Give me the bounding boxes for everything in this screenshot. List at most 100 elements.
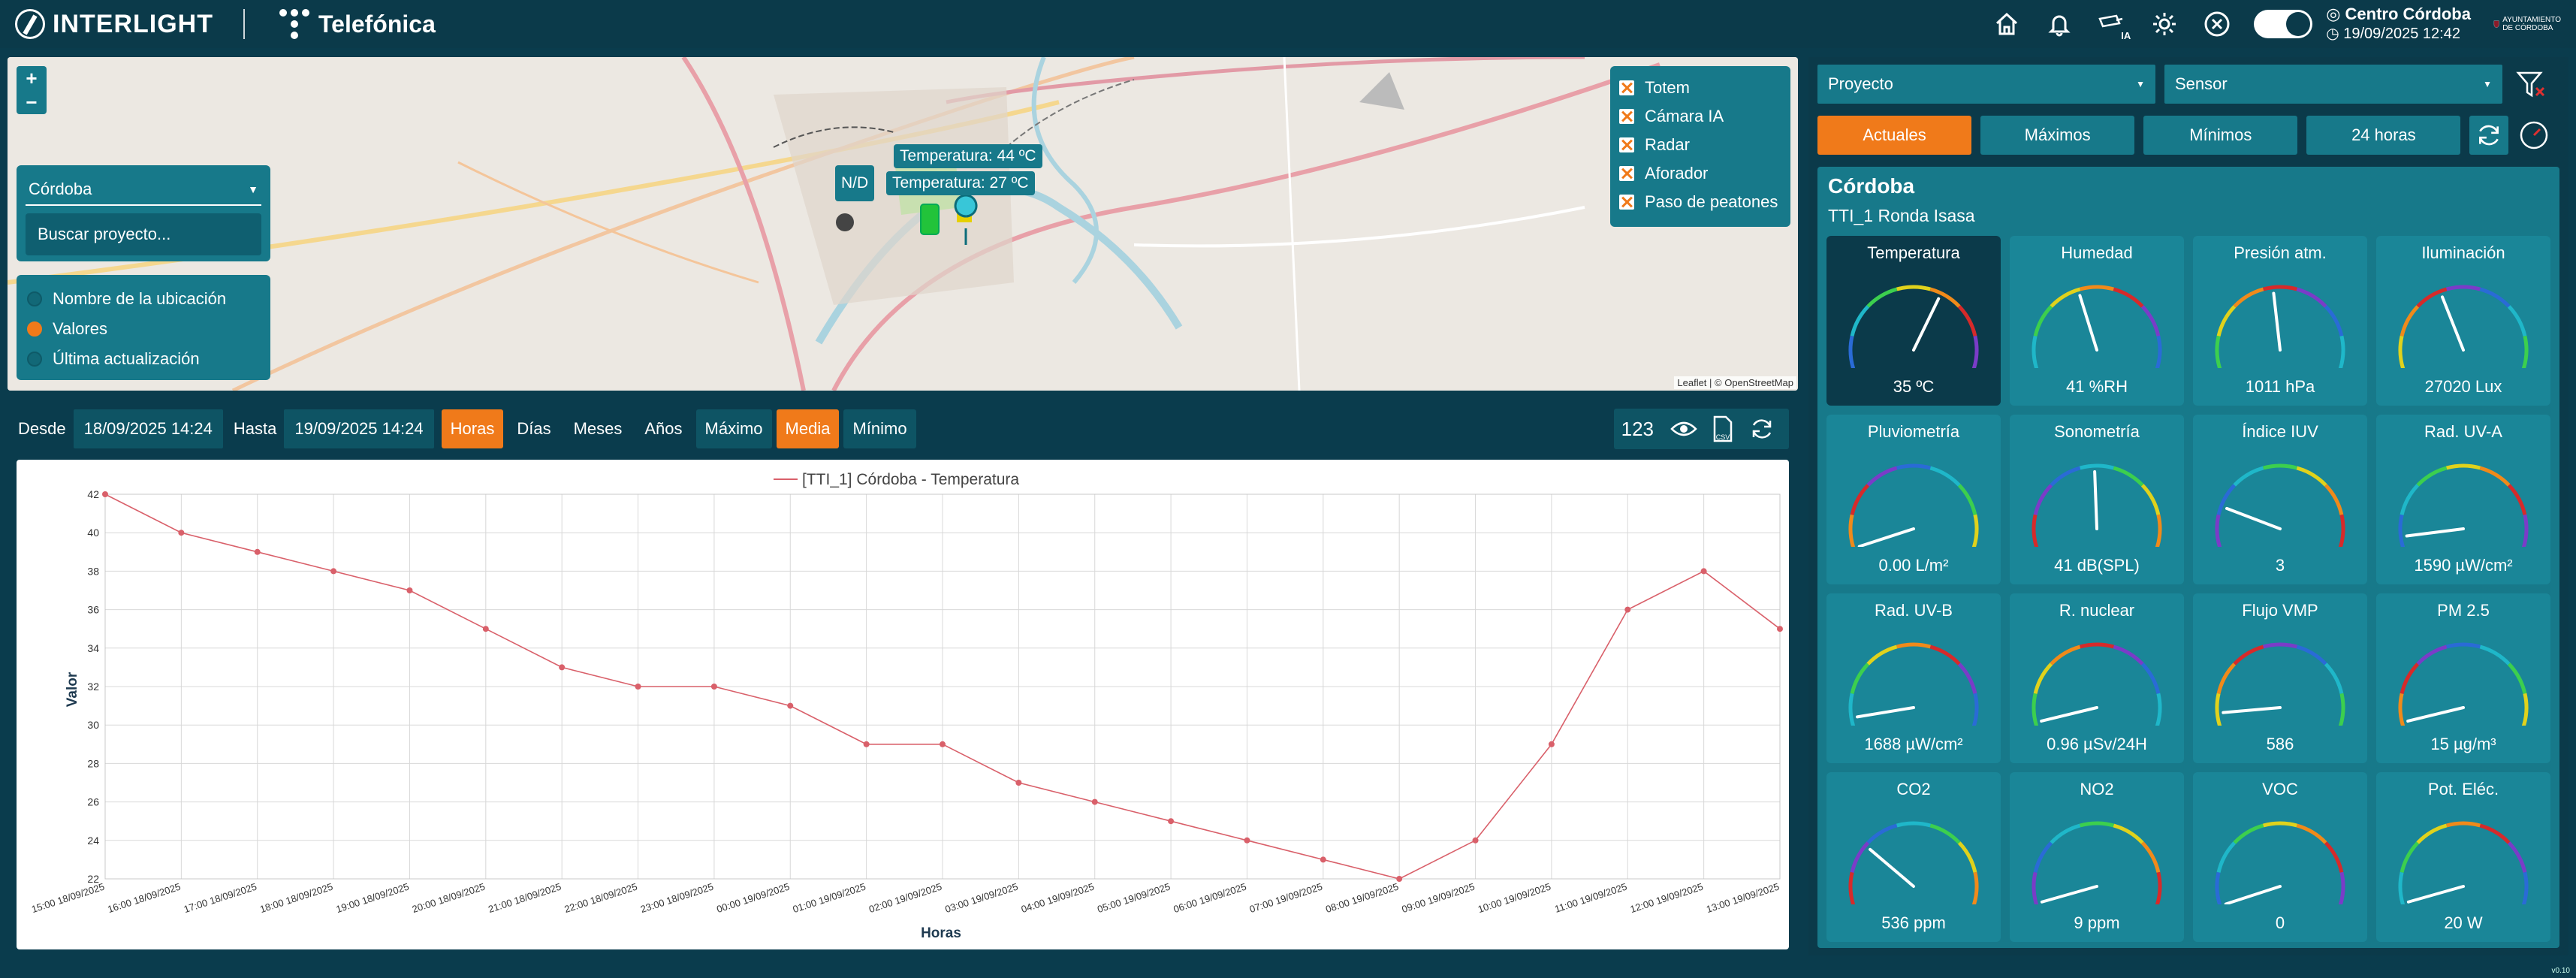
gauge-card[interactable]: Pot. Eléc. 20 W xyxy=(2376,772,2550,942)
data-point[interactable] xyxy=(1015,780,1022,786)
gauge-card[interactable]: Rad. UV-A 1590 µW/cm² xyxy=(2376,415,2550,584)
refresh-icon[interactable] xyxy=(1748,415,1775,442)
gauge-card[interactable]: Sonometría 41 dB(SPL) xyxy=(2010,415,2184,584)
gauge-card[interactable]: Humedad 41 %RH xyxy=(2010,236,2184,406)
label-option-values[interactable]: Valores xyxy=(27,314,260,344)
gauge-card[interactable]: R. nuclear 0.96 µSv/24H xyxy=(2010,593,2184,763)
project-select[interactable]: Proyecto ▼ xyxy=(1817,65,2155,104)
gauge-card[interactable]: Temperatura 35 ºC xyxy=(1826,236,2001,406)
ia-badge: IA xyxy=(2121,30,2131,41)
settings-gear-icon[interactable] xyxy=(2149,8,2180,40)
data-point[interactable] xyxy=(330,568,337,575)
label-option-last-update[interactable]: Última actualización xyxy=(27,344,260,374)
gauge-card[interactable]: Presión atm. 1011 hPa xyxy=(2193,236,2367,406)
agg-mean-button[interactable]: Media xyxy=(776,409,840,448)
tab-24-horas[interactable]: 24 horas xyxy=(2306,116,2461,155)
home-icon[interactable] xyxy=(1991,8,2022,40)
data-point[interactable] xyxy=(940,741,946,747)
period-months-button[interactable]: Meses xyxy=(565,409,632,448)
data-point[interactable] xyxy=(254,548,261,555)
chart-legend[interactable]: [TTI_1] Córdoba - Temperatura xyxy=(802,471,1019,488)
csv-download-icon[interactable]: CSV xyxy=(1709,415,1736,442)
gauge-needle xyxy=(2406,706,2465,723)
agg-max-button[interactable]: Máximo xyxy=(695,409,772,448)
map-popup-nd[interactable]: N/D xyxy=(835,165,875,201)
agg-min-button[interactable]: Mínimo xyxy=(843,409,916,448)
data-point[interactable] xyxy=(1777,626,1783,632)
y-tick-label: 36 xyxy=(87,604,99,616)
gauge-card[interactable]: Pluviometría 0.00 L/m² xyxy=(1826,415,2001,584)
gauge-card[interactable]: VOC 0 xyxy=(2193,772,2367,942)
gauge-card[interactable]: CO2 536 ppm xyxy=(1826,772,2001,942)
data-point[interactable] xyxy=(1091,798,1098,805)
location-select[interactable]: Córdoba ▼ xyxy=(26,174,261,206)
gauge-title: R. nuclear xyxy=(2059,601,2135,620)
data-point[interactable] xyxy=(406,587,413,593)
layer-camara-ia[interactable]: Cámara IA xyxy=(1619,102,1781,131)
gauge-card[interactable]: NO2 9 ppm xyxy=(2010,772,2184,942)
clear-filter-icon[interactable] xyxy=(2511,65,2550,104)
gauge-grid: Temperatura 35 ºC Humedad 41 %RH Presión atm… xyxy=(1826,236,2550,942)
data-point[interactable] xyxy=(1396,876,1403,882)
gauge-title: Pluviometría xyxy=(1867,422,1960,441)
period-years-button[interactable]: Años xyxy=(635,409,691,448)
gauge-card[interactable]: Rad. UV-B 1688 µW/cm² xyxy=(1826,593,2001,763)
zoom-in-button[interactable]: + xyxy=(26,66,38,89)
notifications-bell-icon[interactable] xyxy=(2044,8,2075,40)
data-point[interactable] xyxy=(102,491,108,497)
map-attribution[interactable]: Leaflet | © OpenStreetMap xyxy=(1674,376,1796,389)
data-point[interactable] xyxy=(178,530,185,536)
data-point[interactable] xyxy=(1320,856,1326,863)
map-popup-temp-2[interactable]: Temperatura: 27 ºC xyxy=(886,171,1035,195)
data-point[interactable] xyxy=(1472,837,1479,844)
speedometer-icon[interactable] xyxy=(2514,116,2553,155)
map-popup-temp-1[interactable]: Temperatura: 44 ºC xyxy=(894,144,1042,168)
data-point[interactable] xyxy=(1548,741,1555,747)
view-eye-icon[interactable] xyxy=(1670,415,1697,442)
ai-camera-icon[interactable]: IA xyxy=(2096,8,2131,41)
data-point[interactable] xyxy=(1168,818,1175,825)
layer-paso-peatones[interactable]: Paso de peatones xyxy=(1619,188,1781,216)
gauge-title: CO2 xyxy=(1896,780,1931,798)
gauge-card[interactable]: Índice IUV 3 xyxy=(2193,415,2367,584)
layer-radar[interactable]: Radar xyxy=(1619,131,1781,159)
period-hours-button[interactable]: Horas xyxy=(441,409,504,448)
gauge-card[interactable]: Iluminación 27020 Lux xyxy=(2376,236,2550,406)
project-search-input[interactable]: Buscar proyecto... xyxy=(26,213,261,255)
close-circle-icon[interactable] xyxy=(2201,8,2233,40)
tab-maximos[interactable]: Máximos xyxy=(1980,116,2135,155)
data-point[interactable] xyxy=(1700,568,1707,575)
data-point[interactable] xyxy=(1244,837,1250,844)
data-point[interactable] xyxy=(482,626,489,632)
data-point[interactable] xyxy=(787,702,794,709)
tab-minimos[interactable]: Mínimos xyxy=(2143,116,2298,155)
to-date-input[interactable]: 19/09/2025 14:24 xyxy=(284,409,434,448)
button-label: Días xyxy=(517,419,551,438)
layer-totem[interactable]: Totem xyxy=(1619,74,1781,102)
tab-actuales[interactable]: Actuales xyxy=(1817,116,1972,155)
data-point[interactable] xyxy=(1624,606,1631,613)
city-crest-icon xyxy=(2493,20,2499,29)
layer-aforador[interactable]: Aforador xyxy=(1619,159,1781,188)
refresh-icon[interactable] xyxy=(2469,116,2509,155)
button-label: Máximo xyxy=(704,419,763,438)
gauge-dial-icon xyxy=(1848,463,1979,547)
gauge-card[interactable]: Flujo VMP 586 xyxy=(2193,593,2367,763)
gauge-value: 3 xyxy=(2275,556,2285,575)
gauge-card[interactable]: PM 2.5 15 µg/m³ xyxy=(2376,593,2550,763)
map[interactable]: + − N/D Temperatura: 44 ºC Temperatura: … xyxy=(8,57,1798,391)
data-point[interactable] xyxy=(635,684,641,690)
layer-filter-panel: Totem Cámara IA Radar Aforador Paso de p… xyxy=(1610,66,1790,227)
label-option-location-name[interactable]: Nombre de la ubicación xyxy=(27,284,260,314)
project-select-value: Proyecto xyxy=(1828,74,1893,93)
zoom-out-button[interactable]: − xyxy=(26,90,38,113)
sensor-select[interactable]: Sensor ▼ xyxy=(2164,65,2502,104)
gauge-value: 586 xyxy=(2266,735,2294,753)
data-point[interactable] xyxy=(710,684,717,690)
y-tick-label: 42 xyxy=(87,488,99,500)
data-point[interactable] xyxy=(863,741,870,747)
from-date-input[interactable]: 18/09/2025 14:24 xyxy=(73,409,223,448)
theme-toggle[interactable] xyxy=(2254,10,2313,38)
period-days-button[interactable]: Días xyxy=(508,409,560,448)
data-point[interactable] xyxy=(559,664,566,671)
